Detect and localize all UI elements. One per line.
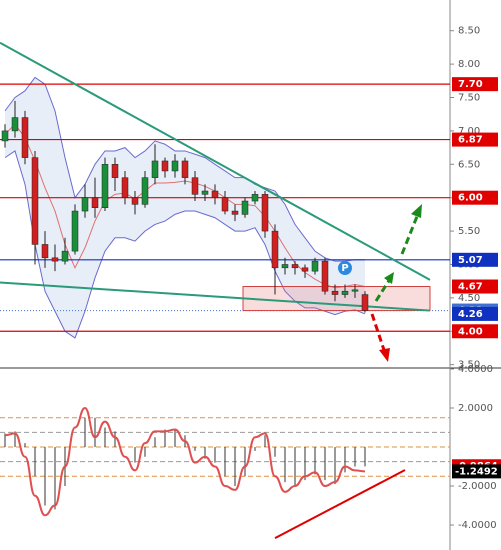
level-box — [452, 77, 498, 92]
candle-body — [291, 264, 299, 269]
candle-body — [161, 160, 169, 172]
y-tick-label: 7.50 — [458, 93, 480, 104]
arrow-down — [370, 313, 386, 351]
candle-body — [31, 157, 39, 245]
candle-body — [251, 194, 259, 202]
level-box — [452, 324, 498, 339]
y-tick-label: 4.0000 — [458, 364, 493, 375]
arrow-head — [384, 272, 394, 284]
y-tick-label: 8.50 — [458, 26, 480, 37]
level-box — [452, 279, 498, 294]
candle-body — [71, 210, 79, 252]
candle-body — [171, 160, 179, 172]
candle-body — [11, 117, 19, 132]
y-tick-label: 4.50 — [458, 293, 480, 304]
candle-body — [271, 230, 279, 269]
value-label: -1.2492 — [455, 466, 498, 477]
y-tick-label: 8.00 — [458, 59, 480, 70]
y-tick-label: 2.0000 — [458, 403, 493, 414]
candle-body — [91, 197, 99, 208]
trendline — [0, 281, 431, 312]
y-tick-label: -2.0000 — [458, 481, 497, 492]
candle-body — [281, 264, 289, 269]
candle-body — [131, 197, 139, 205]
level-box — [452, 252, 498, 267]
candle-body — [241, 200, 249, 215]
candle-body — [231, 210, 239, 215]
level-label: 6.87 — [458, 135, 483, 146]
trendline — [0, 41, 431, 281]
candle-body — [261, 194, 269, 232]
candle-body — [331, 290, 339, 295]
level-box — [452, 190, 498, 205]
trendline — [274, 469, 406, 539]
oscillator-line — [4, 406, 366, 517]
y-tick-label: 3.50 — [458, 360, 480, 371]
candle-body — [101, 164, 109, 208]
level-label: 6.00 — [458, 193, 483, 204]
marker-label: P — [341, 263, 348, 274]
candle-body — [191, 177, 199, 195]
candle-body — [61, 250, 69, 262]
candle-body — [1, 130, 9, 142]
candle-body — [321, 260, 329, 292]
zone — [242, 286, 431, 312]
arrow-head — [379, 348, 390, 362]
candle-body — [201, 190, 209, 195]
marker — [338, 261, 352, 275]
level-label: 4.00 — [458, 326, 483, 337]
level-label: 5.07 — [458, 255, 483, 266]
level-label: 7.70 — [458, 79, 483, 90]
candle-body — [51, 257, 59, 262]
candle-body — [141, 177, 149, 205]
value-box — [452, 464, 501, 479]
candle-body — [341, 290, 349, 295]
candle-body — [81, 197, 89, 212]
candle-body — [151, 160, 159, 178]
candle-body — [221, 197, 229, 212]
candle-body — [121, 177, 129, 198]
arrows — [370, 204, 422, 362]
candle-body — [21, 117, 29, 158]
level-label: 4.26 — [458, 309, 483, 320]
candle-body — [41, 244, 49, 259]
candle-body — [211, 190, 219, 198]
candle-body — [301, 267, 309, 272]
candle-body — [181, 160, 189, 178]
level-box — [452, 306, 498, 321]
level-box — [452, 132, 498, 147]
y-tick-label: -4.0000 — [458, 520, 497, 531]
arrow-up-small — [374, 278, 392, 302]
level-label: 4.67 — [458, 282, 483, 293]
arrow-head — [411, 204, 422, 218]
band-fill — [5, 77, 365, 338]
candle-body — [311, 260, 319, 272]
candle-body — [361, 294, 369, 311]
band-line — [4, 76, 365, 262]
y-tick-label: 6.50 — [458, 159, 480, 170]
y-tick-label: 5.50 — [458, 226, 480, 237]
arrow-up-large — [400, 213, 420, 255]
y-tick-label: 7.00 — [458, 126, 480, 137]
candle-body — [111, 164, 119, 178]
candle-body — [351, 289, 359, 292]
